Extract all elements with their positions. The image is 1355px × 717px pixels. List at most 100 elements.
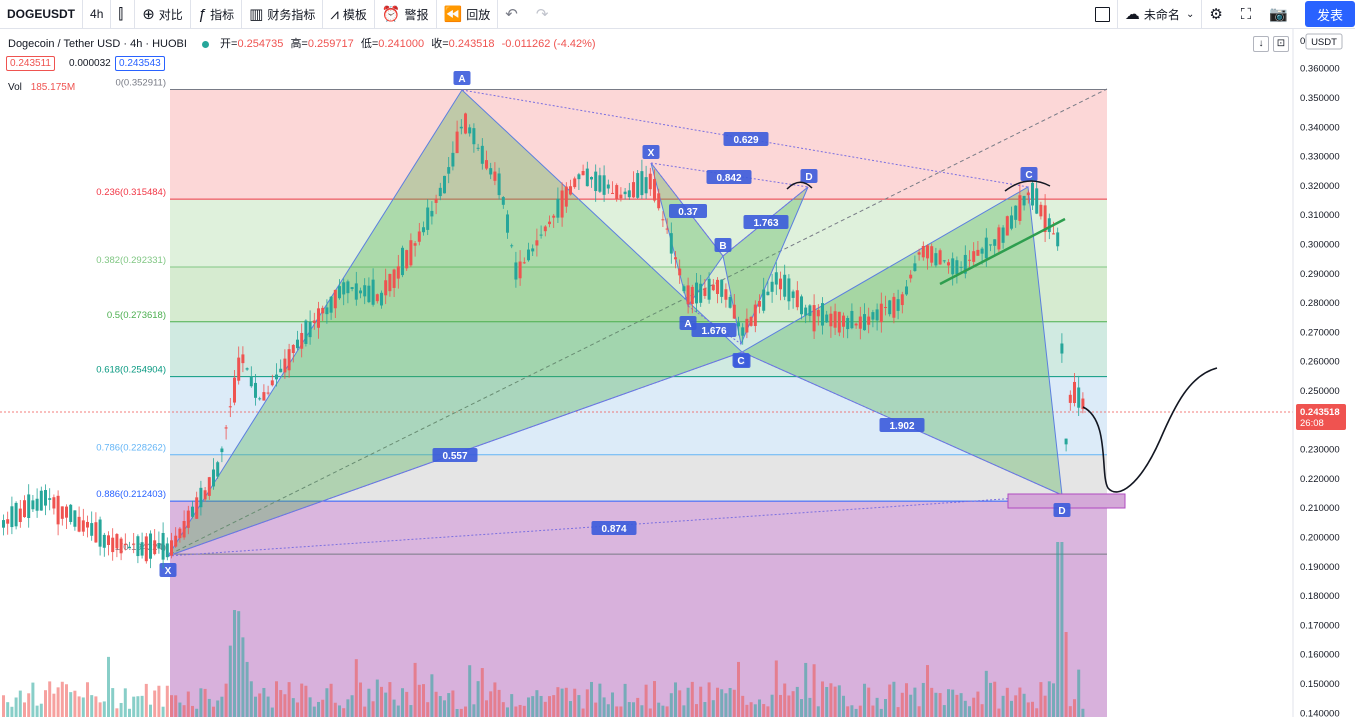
point-a-label[interactable]: A bbox=[458, 74, 465, 85]
small-ratio-ac-label-bg bbox=[691, 323, 737, 337]
redo-button[interactable]: ↷ bbox=[529, 0, 560, 28]
indicators-button[interactable]: ƒ 指标 bbox=[191, 0, 241, 28]
volume-bar bbox=[800, 699, 803, 717]
volume-bar bbox=[1026, 702, 1030, 717]
small-ratio-xb-label[interactable]: 0.37 bbox=[678, 207, 698, 218]
candle-body bbox=[968, 259, 971, 261]
candle-body bbox=[854, 323, 858, 326]
bid-price-box[interactable]: 0.243511 bbox=[6, 56, 55, 71]
undo-button[interactable]: ↶ bbox=[498, 0, 529, 28]
small-ratio-ac-label[interactable]: 1.676 bbox=[701, 326, 726, 337]
candle-body bbox=[623, 191, 627, 195]
interval-button[interactable]: 4h bbox=[83, 0, 110, 28]
ratio-xd-label[interactable]: 0.874 bbox=[601, 524, 626, 535]
symbol-search[interactable]: DOGEUSDT bbox=[0, 0, 82, 28]
volume-bar bbox=[380, 686, 383, 717]
scroll-to-latest-button[interactable]: ↓ bbox=[1253, 36, 1269, 52]
candle-body bbox=[976, 249, 980, 256]
candle-body bbox=[14, 502, 18, 527]
candle-body bbox=[665, 228, 669, 230]
candle-body bbox=[237, 357, 241, 381]
maximize-pane-button[interactable]: ⊡ bbox=[1273, 36, 1289, 52]
candle-body bbox=[972, 251, 976, 262]
toolbar-divider bbox=[110, 0, 112, 28]
volume-bar bbox=[186, 691, 190, 717]
trendline-drawing[interactable] bbox=[939, 217, 1066, 286]
fullscreen-button[interactable]: ⛶ bbox=[1234, 0, 1263, 28]
candle-body bbox=[1026, 192, 1030, 196]
volume-bar bbox=[989, 682, 992, 717]
small-ratio-xd-label[interactable]: 0.842 bbox=[716, 173, 741, 184]
candle-body bbox=[657, 193, 661, 209]
candle-body bbox=[44, 490, 47, 506]
volume-bar bbox=[611, 692, 614, 717]
ratio-line[interactable] bbox=[650, 162, 809, 188]
candle-body bbox=[375, 294, 379, 302]
ratio-bd-label[interactable]: 1.902 bbox=[889, 421, 914, 432]
small-point-x-label[interactable]: X bbox=[648, 148, 655, 159]
alerts-button[interactable]: ⏰ 警报 bbox=[375, 0, 436, 28]
layout-name-button[interactable]: ☁ 未命名 ⌄ bbox=[1118, 0, 1201, 28]
candle-body bbox=[174, 535, 178, 547]
volume-bar bbox=[905, 683, 908, 717]
financials-button[interactable]: ▥ 财务指标 bbox=[242, 0, 322, 28]
fib-trend-line[interactable] bbox=[169, 88, 1108, 555]
replay-label: 回放 bbox=[466, 7, 491, 22]
point-d-label[interactable]: D bbox=[1058, 506, 1065, 517]
volume-bar bbox=[514, 706, 518, 717]
replay-button[interactable]: ⏪ 回放 bbox=[437, 0, 498, 28]
ask-price-box[interactable]: 0.243543 bbox=[115, 56, 165, 71]
fib-level-label: 1(0.194324) bbox=[115, 542, 166, 553]
arc-drawing[interactable] bbox=[1004, 180, 1051, 192]
arc-drawing[interactable] bbox=[786, 181, 813, 190]
candle-body bbox=[107, 535, 110, 546]
volume-bar bbox=[674, 682, 677, 717]
pair-title[interactable]: Dogecoin / Tether USD · 4h · HUOBI bbox=[8, 38, 187, 50]
point-c-label[interactable]: C bbox=[1025, 170, 1032, 181]
snapshot-button[interactable]: 📷 bbox=[1262, 0, 1299, 28]
overlay-drawings[interactable] bbox=[786, 180, 1218, 493]
candle-body bbox=[921, 245, 925, 258]
compare-button[interactable]: ⊕ 对比 bbox=[135, 0, 190, 28]
volume-bar bbox=[149, 704, 152, 717]
small-point-a-label[interactable]: A bbox=[684, 319, 691, 330]
spread-value: 0.000032 bbox=[65, 56, 115, 71]
candle-body bbox=[447, 167, 451, 174]
small-point-b-label[interactable]: B bbox=[719, 241, 726, 252]
small-ratio-bd-label[interactable]: 1.763 bbox=[753, 218, 778, 229]
volume-bar bbox=[795, 686, 799, 717]
candle-body bbox=[615, 185, 619, 200]
chart-canvas[interactable]: 0(0.352911) 0.236(0.315484) 0.382(0.292331… bbox=[0, 29, 1355, 717]
publish-button[interactable]: 发表 bbox=[1304, 1, 1355, 27]
volume-bar bbox=[128, 708, 131, 717]
small-point-x-label-bg bbox=[642, 145, 660, 159]
ratio-ac-label[interactable]: 0.629 bbox=[733, 135, 758, 146]
volume-bar bbox=[44, 690, 47, 717]
volume-bar bbox=[363, 706, 367, 717]
small-point-d-label[interactable]: D bbox=[805, 172, 812, 183]
ratio-line[interactable] bbox=[741, 351, 1063, 496]
volume-bar bbox=[858, 705, 862, 717]
chart-type-button[interactable]: ⫿ bbox=[111, 0, 134, 28]
projection-curve-drawing[interactable] bbox=[1082, 367, 1218, 493]
point-x-label[interactable]: X bbox=[165, 566, 172, 577]
ratio-xb-label[interactable]: 0.557 bbox=[442, 451, 467, 462]
small-point-c-label[interactable]: C bbox=[737, 356, 744, 367]
price-axis[interactable]: 0 USDT 0.360000 0.350000 0.340000 0.330000 0.3… bbox=[1292, 29, 1355, 717]
volume-bar bbox=[228, 645, 232, 717]
candle-body bbox=[959, 266, 963, 268]
price-axis-tick: 0.250000 bbox=[1300, 386, 1340, 397]
templates-button[interactable]: ⩘ 模板 bbox=[323, 0, 373, 28]
settings-button[interactable]: ⚙ bbox=[1202, 0, 1233, 28]
candle-body bbox=[837, 311, 841, 333]
candle-body bbox=[191, 506, 194, 517]
volume-bar bbox=[779, 694, 782, 717]
layout-toggle[interactable] bbox=[1088, 0, 1117, 28]
fib-retracement[interactable]: 0(0.352911) 0.236(0.315484) 0.382(0.292331… bbox=[0, 77, 1293, 717]
volume-bar bbox=[56, 687, 60, 717]
candle-body bbox=[275, 374, 278, 380]
volume-bar bbox=[434, 691, 438, 717]
candle-body bbox=[577, 174, 581, 180]
currency-button[interactable]: USDT bbox=[1311, 37, 1337, 48]
last-price-badge[interactable] bbox=[1296, 404, 1346, 430]
